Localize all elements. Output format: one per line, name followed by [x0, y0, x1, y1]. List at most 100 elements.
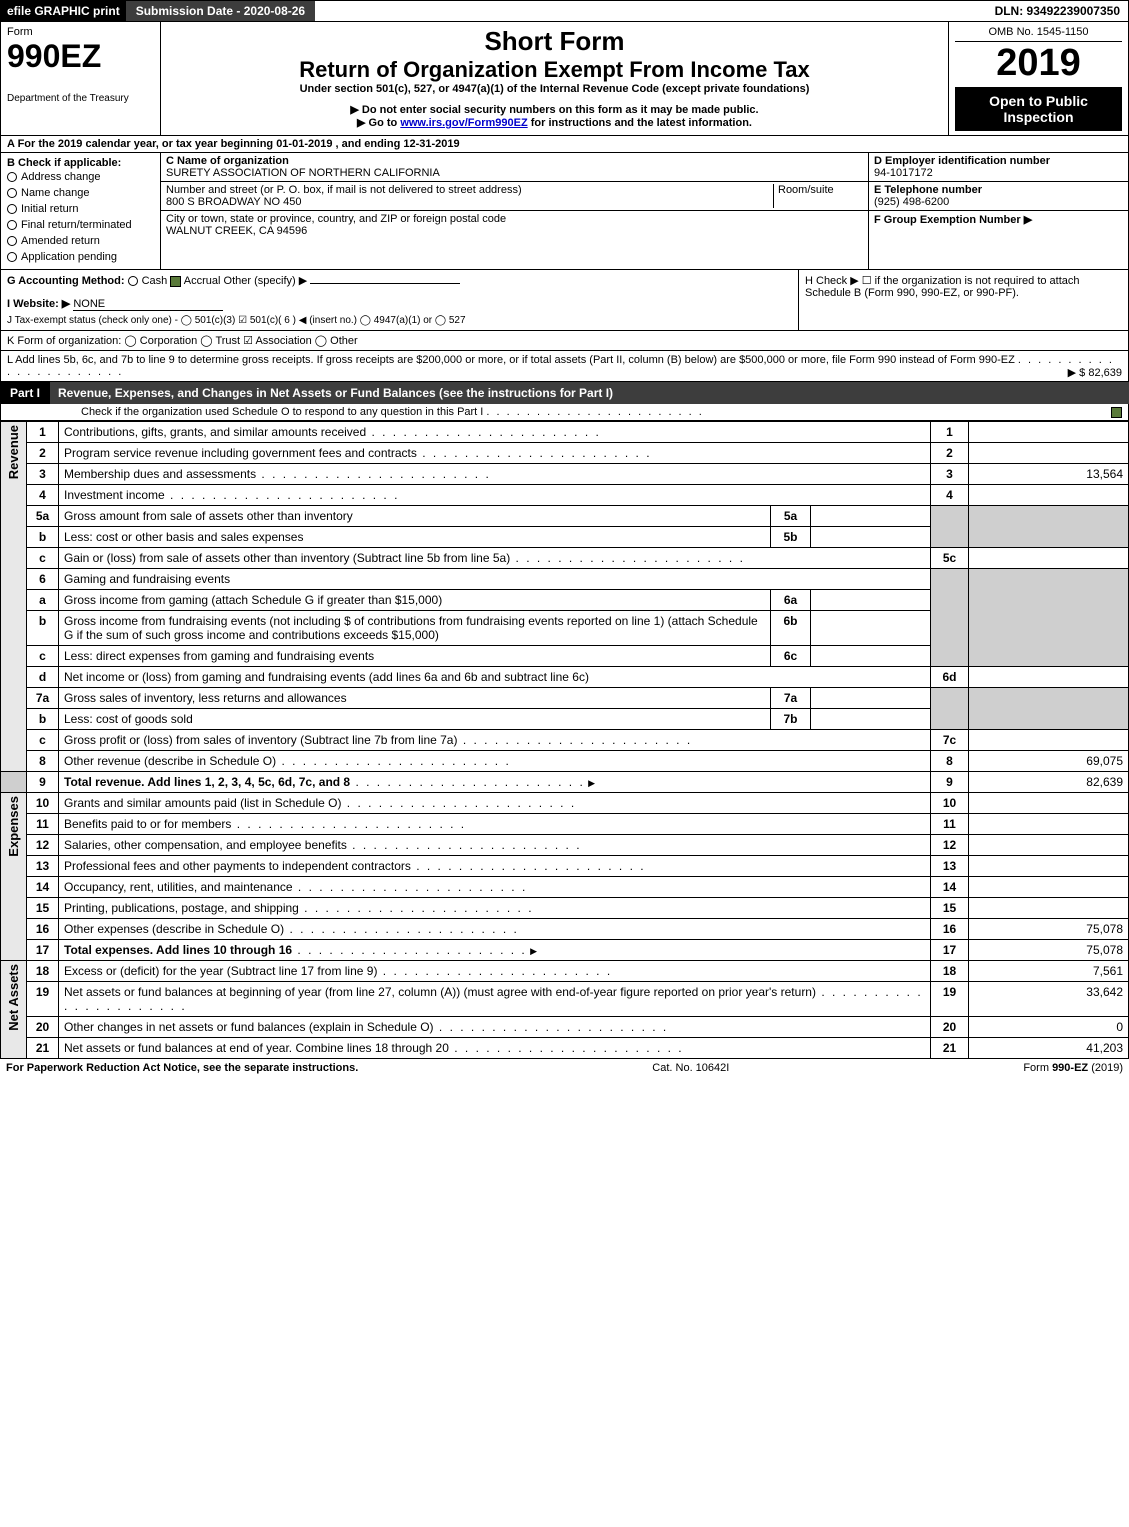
- part1-note-text: Check if the organization used Schedule …: [81, 406, 483, 418]
- chk-address[interactable]: Address change: [7, 169, 154, 185]
- i-label: I Website: ▶: [7, 298, 70, 310]
- footer-center: Cat. No. 10642I: [358, 1062, 1023, 1074]
- submission-date: Submission Date - 2020-08-26: [126, 1, 315, 21]
- part1-table: Revenue 1 Contributions, gifts, grants, …: [0, 421, 1129, 1059]
- ln2-desc: Program service revenue including govern…: [59, 443, 931, 464]
- ln12-desc: Salaries, other compensation, and employ…: [59, 835, 931, 856]
- header-center: Short Form Return of Organization Exempt…: [161, 22, 948, 135]
- chk-name[interactable]: Name change: [7, 185, 154, 201]
- part1-tab: Part I: [0, 382, 50, 404]
- ln5b-desc: Less: cost or other basis and sales expe…: [59, 527, 771, 548]
- street-cell: Number and street (or P. O. box, if mail…: [161, 182, 868, 211]
- group-exempt-cell: F Group Exemption Number ▶: [869, 211, 1128, 228]
- ln18-desc: Excess or (deficit) for the year (Subtra…: [59, 961, 931, 982]
- form-header: Form 990EZ Department of the Treasury Sh…: [0, 22, 1129, 136]
- city-label: City or town, state or province, country…: [166, 213, 506, 225]
- revenue-label: Revenue: [1, 422, 27, 772]
- box-b: B Check if applicable: Address change Na…: [1, 153, 161, 269]
- footer: For Paperwork Reduction Act Notice, see …: [0, 1059, 1129, 1077]
- omb-number: OMB No. 1545-1150: [955, 26, 1122, 42]
- chk-amended[interactable]: Amended return: [7, 233, 154, 249]
- ln6c-desc: Less: direct expenses from gaming and fu…: [59, 646, 771, 667]
- chk-accrual[interactable]: [170, 276, 181, 287]
- part1-check[interactable]: [1111, 407, 1122, 418]
- row-j: J Tax-exempt status (check only one) - ◯…: [7, 315, 792, 326]
- subtitle-2: ▶ Do not enter social security numbers o…: [167, 103, 942, 116]
- footer-right: Form 990-EZ (2019): [1023, 1062, 1123, 1074]
- ln3-desc: Membership dues and assessments: [59, 464, 931, 485]
- ln15-desc: Printing, publications, postage, and shi…: [59, 898, 931, 919]
- print-link[interactable]: print: [93, 4, 120, 18]
- ln21-amt: 41,203: [969, 1038, 1129, 1059]
- chk-initial[interactable]: Initial return: [7, 201, 154, 217]
- sub3-post: for instructions and the latest informat…: [528, 117, 752, 129]
- open-to-public: Open to Public Inspection: [955, 87, 1122, 131]
- ln7b-desc: Less: cost of goods sold: [59, 709, 771, 730]
- part1-header: Part I Revenue, Expenses, and Changes in…: [0, 382, 1129, 404]
- ln8-desc: Other revenue (describe in Schedule O): [59, 751, 931, 772]
- ln11-desc: Benefits paid to or for members: [59, 814, 931, 835]
- box-def: D Employer identification number 94-1017…: [868, 153, 1128, 269]
- subtitle-3: ▶ Go to www.irs.gov/Form990EZ for instru…: [167, 116, 942, 129]
- ln8-amt: 69,075: [969, 751, 1129, 772]
- row-l-amount: ▶ $ 82,639: [1068, 366, 1122, 379]
- ln5c-desc: Gain or (loss) from sale of assets other…: [59, 548, 931, 569]
- ln17-desc: Total expenses. Add lines 10 through 16: [59, 940, 931, 961]
- row-gh: G Accounting Method: Cash Accrual Other …: [0, 270, 1129, 331]
- sub3-pre: ▶ Go to: [357, 117, 400, 129]
- expenses-label: Expenses: [1, 793, 27, 961]
- ln6d-desc: Net income or (loss) from gaming and fun…: [59, 667, 931, 688]
- ln7a-desc: Gross sales of inventory, less returns a…: [59, 688, 771, 709]
- row-k: K Form of organization: ◯ Corporation ◯ …: [0, 331, 1129, 351]
- chk-final[interactable]: Final return/terminated: [7, 217, 154, 233]
- street: 800 S BROADWAY NO 450: [166, 196, 302, 208]
- ln1-num: 1: [27, 422, 59, 443]
- header-left: Form 990EZ Department of the Treasury: [1, 22, 161, 135]
- phone-label: E Telephone number: [874, 184, 982, 196]
- efile-label: efile GRAPHIC: [7, 4, 90, 18]
- ln3-amt: 13,564: [969, 464, 1129, 485]
- topbar: efile GRAPHIC print Submission Date - 20…: [0, 0, 1129, 22]
- row-a-period: A For the 2019 calendar year, or tax yea…: [0, 136, 1129, 153]
- org-name-label: C Name of organization: [166, 155, 289, 167]
- street-label: Number and street (or P. O. box, if mail…: [166, 184, 522, 196]
- ln13-desc: Professional fees and other payments to …: [59, 856, 931, 877]
- chk-cash[interactable]: [128, 276, 138, 286]
- group-exempt-label: F Group Exemption Number ▶: [874, 214, 1032, 226]
- phone-cell: E Telephone number (925) 498-6200: [869, 182, 1128, 211]
- ln6-desc: Gaming and fundraising events: [59, 569, 931, 590]
- header-right: OMB No. 1545-1150 2019 Open to Public In…: [948, 22, 1128, 135]
- g-other-input[interactable]: [310, 283, 460, 284]
- ln9-desc: Total revenue. Add lines 1, 2, 3, 4, 5c,…: [59, 772, 931, 793]
- efile-print: efile GRAPHIC print: [1, 1, 126, 21]
- footer-left: For Paperwork Reduction Act Notice, see …: [6, 1062, 358, 1074]
- ln6a-desc: Gross income from gaming (attach Schedul…: [59, 590, 771, 611]
- ein-label: D Employer identification number: [874, 155, 1050, 167]
- box-c: C Name of organization SURETY ASSOCIATIO…: [161, 153, 868, 269]
- ln4-desc: Investment income: [59, 485, 931, 506]
- g-other: Other (specify) ▶: [224, 275, 308, 287]
- ln9-amt: 82,639: [969, 772, 1129, 793]
- org-info-grid: B Check if applicable: Address change Na…: [0, 153, 1129, 270]
- ln1-desc: Contributions, gifts, grants, and simila…: [59, 422, 931, 443]
- ln18-amt: 7,561: [969, 961, 1129, 982]
- ln10-desc: Grants and similar amounts paid (list in…: [59, 793, 931, 814]
- ln20-amt: 0: [969, 1017, 1129, 1038]
- city-cell: City or town, state or province, country…: [161, 211, 868, 239]
- org-name-cell: C Name of organization SURETY ASSOCIATIO…: [161, 153, 868, 182]
- irs-link[interactable]: www.irs.gov/Form990EZ: [400, 117, 527, 129]
- title-main: Return of Organization Exempt From Incom…: [167, 57, 942, 83]
- ln6b-desc: Gross income from fundraising events (no…: [59, 611, 771, 646]
- row-l-text: L Add lines 5b, 6c, and 7b to line 9 to …: [7, 354, 1015, 366]
- org-name: SURETY ASSOCIATION OF NORTHERN CALIFORNI…: [166, 167, 440, 179]
- box-b-label: B Check if applicable:: [7, 157, 121, 169]
- form-number: 990EZ: [7, 38, 154, 75]
- part1-title: Revenue, Expenses, and Changes in Net As…: [50, 382, 1129, 404]
- chk-pending[interactable]: Application pending: [7, 249, 154, 265]
- ln5a-desc: Gross amount from sale of assets other t…: [59, 506, 771, 527]
- ln21-desc: Net assets or fund balances at end of ye…: [59, 1038, 931, 1059]
- part1-note: Check if the organization used Schedule …: [0, 404, 1129, 421]
- ln7c-desc: Gross profit or (loss) from sales of inv…: [59, 730, 931, 751]
- ln14-desc: Occupancy, rent, utilities, and maintena…: [59, 877, 931, 898]
- ln19-desc: Net assets or fund balances at beginning…: [59, 982, 931, 1017]
